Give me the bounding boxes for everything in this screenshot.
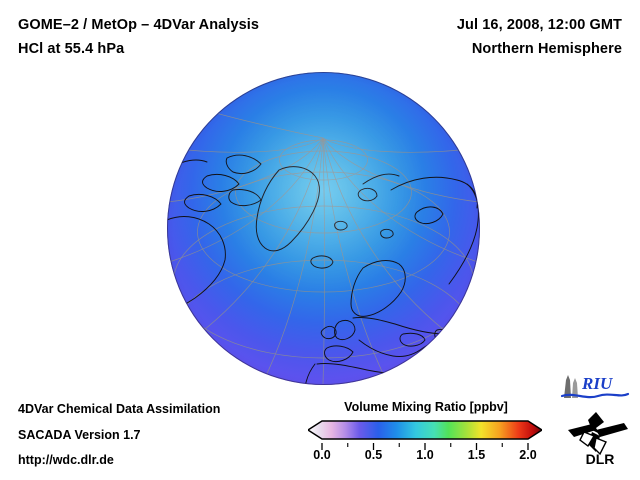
colorbar-swatch [308, 420, 542, 440]
timestamp-label: Jul 16, 2008, 12:00 GMT [456, 17, 622, 33]
riu-wordmark: RIU [581, 374, 613, 393]
dlr-logo: DLR [566, 410, 630, 468]
riu-tower-icon [564, 375, 578, 398]
footer-url-link[interactable]: http://wdc.dlr.de [18, 453, 114, 467]
colorbar-tick-label: 0.5 [364, 448, 383, 462]
globe-overlay [167, 99, 480, 385]
globe-sphere [167, 72, 480, 385]
analysis-subtitle: HCl at 55.4 hPa [18, 41, 125, 57]
analysis-title: GOME–2 / MetOp – 4DVar Analysis [18, 17, 260, 33]
colorbar-tick-label: 1.5 [467, 448, 486, 462]
colorbar-tick-label: 1.0 [416, 448, 434, 462]
colorbar-axis [308, 440, 542, 450]
dlr-bird-icon [568, 412, 628, 456]
colorbar-title: Volume Mixing Ratio [ppbv] [344, 400, 508, 414]
footer-version-label: SACADA Version 1.7 [18, 428, 141, 442]
hemisphere-label: Northern Hemisphere [471, 41, 622, 57]
colorbar-tick-label: 0.0 [313, 448, 331, 462]
riu-logo: RIU [560, 372, 630, 402]
dlr-wordmark: DLR [586, 451, 615, 467]
footer-project-label: 4DVar Chemical Data Assimilation [18, 402, 221, 416]
globe-map [167, 72, 480, 385]
colorbar-tick-label: 2.0 [519, 448, 537, 462]
riu-wave-icon [560, 392, 630, 399]
graticule-meridians [167, 99, 480, 385]
colorbar-ticks [321, 443, 529, 450]
colorbar-tick-labels: 0.0 0.5 1.0 1.5 2.0 [308, 448, 542, 466]
coastlines [167, 154, 479, 385]
colorbar [308, 420, 542, 440]
